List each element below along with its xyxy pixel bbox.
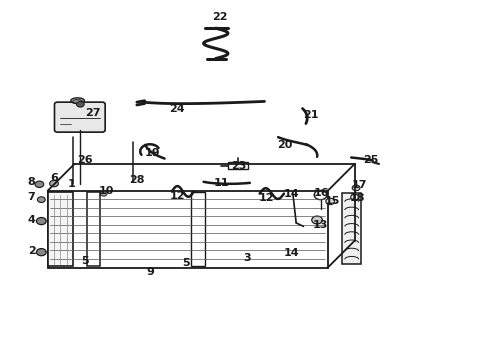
Text: 10: 10 bbox=[98, 186, 114, 197]
Text: 25: 25 bbox=[363, 156, 378, 165]
Text: 11: 11 bbox=[214, 178, 229, 188]
Circle shape bbox=[76, 102, 84, 107]
Text: 5: 5 bbox=[182, 258, 189, 268]
Text: 22: 22 bbox=[212, 13, 227, 22]
Text: 5: 5 bbox=[81, 256, 89, 266]
Circle shape bbox=[100, 191, 107, 196]
Circle shape bbox=[35, 181, 44, 188]
Circle shape bbox=[352, 185, 360, 191]
FancyBboxPatch shape bbox=[54, 102, 105, 132]
Text: 19: 19 bbox=[145, 148, 160, 158]
Bar bbox=[343, 193, 361, 264]
Circle shape bbox=[326, 198, 335, 204]
Text: 6: 6 bbox=[50, 173, 58, 183]
Ellipse shape bbox=[71, 98, 84, 104]
Text: 8: 8 bbox=[28, 177, 35, 187]
Text: 14: 14 bbox=[284, 189, 299, 199]
Text: 23: 23 bbox=[231, 161, 247, 171]
Text: 28: 28 bbox=[129, 175, 145, 185]
Text: 7: 7 bbox=[28, 192, 35, 202]
Circle shape bbox=[37, 197, 45, 203]
Text: 13: 13 bbox=[313, 220, 328, 230]
Text: 18: 18 bbox=[349, 193, 365, 203]
Text: 2: 2 bbox=[28, 246, 35, 256]
Bar bbox=[228, 162, 248, 169]
Bar bbox=[192, 192, 205, 266]
Ellipse shape bbox=[73, 100, 82, 103]
Text: 4: 4 bbox=[27, 215, 36, 225]
Text: 27: 27 bbox=[85, 108, 101, 118]
Text: 12: 12 bbox=[170, 191, 186, 201]
Circle shape bbox=[312, 216, 322, 224]
Circle shape bbox=[49, 180, 58, 187]
Text: 26: 26 bbox=[77, 156, 93, 165]
Text: 17: 17 bbox=[352, 180, 367, 190]
Text: 9: 9 bbox=[146, 267, 154, 277]
Circle shape bbox=[36, 217, 46, 225]
Bar bbox=[48, 192, 73, 266]
Text: 24: 24 bbox=[169, 104, 185, 113]
Bar bbox=[87, 192, 100, 266]
Text: 15: 15 bbox=[325, 197, 341, 206]
Circle shape bbox=[36, 249, 46, 256]
Text: 12: 12 bbox=[259, 193, 275, 203]
Text: 16: 16 bbox=[314, 188, 330, 198]
Text: 1: 1 bbox=[68, 179, 76, 189]
Text: 21: 21 bbox=[303, 110, 318, 120]
Text: 20: 20 bbox=[277, 140, 293, 150]
Text: 14: 14 bbox=[284, 248, 299, 258]
Bar bbox=[48, 191, 328, 267]
Text: 3: 3 bbox=[244, 253, 251, 263]
